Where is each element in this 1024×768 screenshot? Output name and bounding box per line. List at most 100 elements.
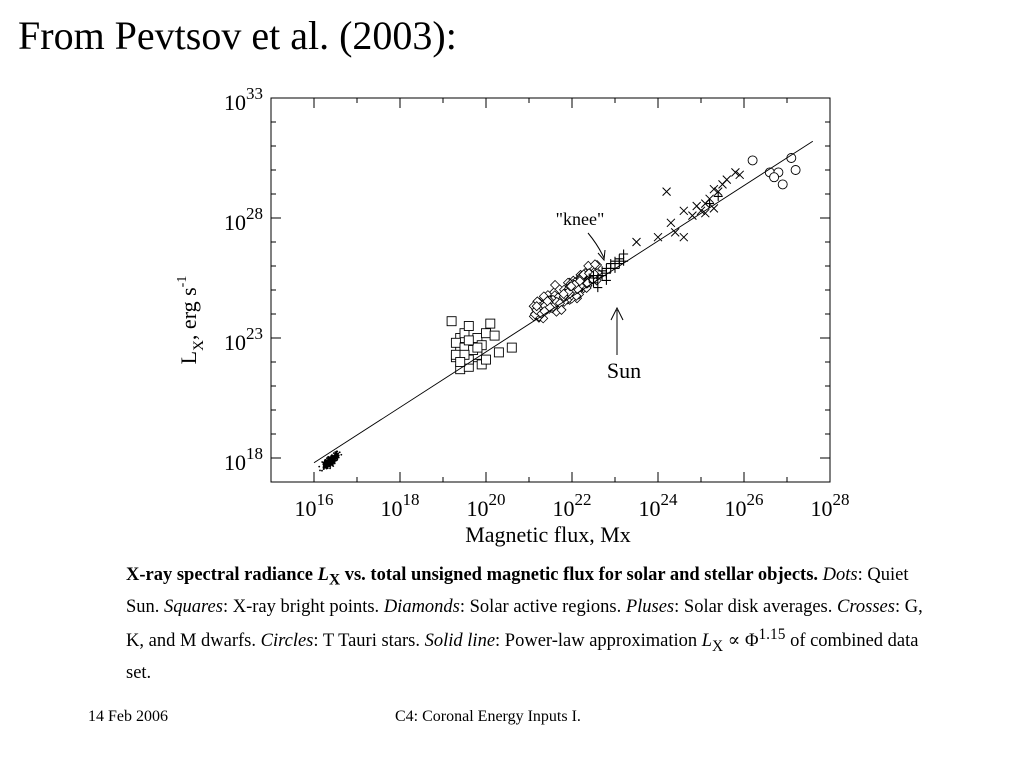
x-tick-label-exp: 20 <box>489 490 506 509</box>
quiet-sun-dot <box>337 456 340 459</box>
x-tick-label-base: 10 <box>467 496 489 521</box>
quiet-sun-dot <box>329 467 331 470</box>
footer-title: C4: Coronal Energy Inputs I. <box>395 708 581 725</box>
quiet-sun-dot <box>329 460 332 463</box>
active-region-diamond <box>589 269 600 280</box>
dwarf-star-cross <box>709 184 719 194</box>
y-tick-label: 1018 <box>224 444 263 475</box>
x-tick-labels: 1016 1018 1020 1022 1024 1026 1028 <box>295 490 850 521</box>
disk-average-plus <box>593 283 603 293</box>
quiet-sun-dot <box>332 456 334 459</box>
dwarf-star-cross <box>679 232 689 242</box>
dwarf-star-cross <box>713 187 723 196</box>
bright-point-square <box>489 330 500 341</box>
caption-law-var: L <box>701 630 713 651</box>
x-tick-label-base: 10 <box>639 496 661 521</box>
axis-ticks <box>270 97 831 483</box>
x-tick-label: 1022 <box>553 490 592 521</box>
caption-var-sub: X <box>328 571 341 589</box>
quiet-sun-dot <box>327 456 330 459</box>
quiet-sun-dot <box>325 467 328 470</box>
y-tick-label-exp: 18 <box>246 444 263 463</box>
x-tick-label: 1018 <box>381 490 420 521</box>
quiet-sun-dot <box>332 452 335 455</box>
quiet-sun-dot <box>327 459 329 461</box>
caption-squares-key: Squares <box>164 596 223 617</box>
x-axis-label: Magnetic flux, Mx <box>465 522 631 547</box>
caption-law-var-sub: X <box>712 637 724 655</box>
active-region-diamond <box>571 290 582 301</box>
caption-law-symbol: ∝ Φ <box>727 630 759 651</box>
x-tick-label-exp: 24 <box>661 490 679 509</box>
y-axis-label-main: L <box>176 351 201 364</box>
quiet-sun-dot <box>333 457 336 459</box>
active-region-diamond <box>539 306 550 317</box>
y-tick-label-base: 10 <box>224 210 246 235</box>
quiet-sun-dot <box>340 453 343 456</box>
quiet-sun-dot <box>337 452 340 455</box>
t-tauri-circle <box>769 172 780 183</box>
caption-diamonds-text: : Solar active regions. <box>459 596 622 617</box>
x-tick-label: 1026 <box>725 490 764 521</box>
disk-average-plus <box>584 273 594 283</box>
caption-law-suffix: of combined data set. <box>126 630 919 683</box>
knee-arrow <box>587 232 605 259</box>
y-axis-label-rest: , erg s <box>176 287 201 340</box>
slide-title: From Pevtsov et al. (2003): <box>18 13 457 58</box>
quiet-sun-dot <box>329 465 332 468</box>
caption-dots-key: Dots <box>822 565 858 585</box>
x-tick-label-exp: 28 <box>833 490 850 509</box>
y-tick-label: 1023 <box>224 324 263 355</box>
x-tick-label-base: 10 <box>811 496 833 521</box>
x-tick-label: 1028 <box>811 490 850 521</box>
caption-dots-text: : Quiet Sun. <box>126 565 909 617</box>
x-tick-label-base: 10 <box>295 496 317 521</box>
y-tick-label: 1028 <box>224 204 263 235</box>
dwarf-star-cross <box>705 194 714 204</box>
caption-circles-text: : T Tauri stars. <box>313 630 421 651</box>
sun-annotation: Sun <box>607 358 641 383</box>
dwarf-star-cross <box>731 168 740 177</box>
active-region-diamond <box>558 288 569 299</box>
dwarf-star-cross <box>692 201 702 211</box>
quiet-sun-dot <box>335 453 338 456</box>
dwarf-star-cross <box>679 206 689 216</box>
quiet-sun-dot <box>328 464 331 467</box>
quiet-sun-dot <box>322 467 325 470</box>
caption-solid-text: : Power-law approximation <box>495 630 698 651</box>
disk-average-plus <box>705 199 715 209</box>
bright-point-square <box>450 337 461 348</box>
dwarf-star-cross <box>735 170 745 180</box>
quiet-sun-dot <box>325 460 328 463</box>
y-axis-label-sub: X <box>191 340 207 351</box>
knee-annotation: "knee" <box>556 209 605 229</box>
x-tick-label-base: 10 <box>381 496 403 521</box>
x-tick-label-base: 10 <box>725 496 747 521</box>
active-region-diamond <box>556 304 567 315</box>
x-tick-label-base: 10 <box>553 496 575 521</box>
active-region-diamond <box>542 296 553 307</box>
y-tick-label-exp: 33 <box>246 84 263 103</box>
bright-point-square <box>506 342 517 353</box>
caption-bold-suffix: vs. total unsigned magnetic flux for sol… <box>344 565 819 585</box>
x-tick-label: 1020 <box>467 490 506 521</box>
power-law-line <box>313 140 814 464</box>
t-tauri-circle <box>790 165 801 175</box>
caption-circles-key: Circles <box>260 630 314 651</box>
footer-date: 14 Feb 2006 <box>88 708 168 725</box>
bright-point-square <box>472 342 483 353</box>
x-tick-label: 1024 <box>639 490 679 521</box>
plot-frame <box>270 97 831 483</box>
y-axis-label: LX, erg s-1 <box>175 276 207 365</box>
active-region-diamond <box>531 301 542 312</box>
quiet-sun-dot <box>329 459 332 461</box>
quiet-sun-dot <box>323 461 326 464</box>
dwarf-star-cross <box>670 228 680 237</box>
bright-point-square <box>455 357 466 367</box>
x-tick-label-exp: 18 <box>403 490 420 509</box>
quiet-sun-dot <box>333 454 336 457</box>
quiet-sun-dot <box>328 457 331 459</box>
dwarf-star-cross <box>662 187 671 196</box>
quiet-sun-dot <box>330 462 333 465</box>
bright-point-square <box>493 347 504 358</box>
